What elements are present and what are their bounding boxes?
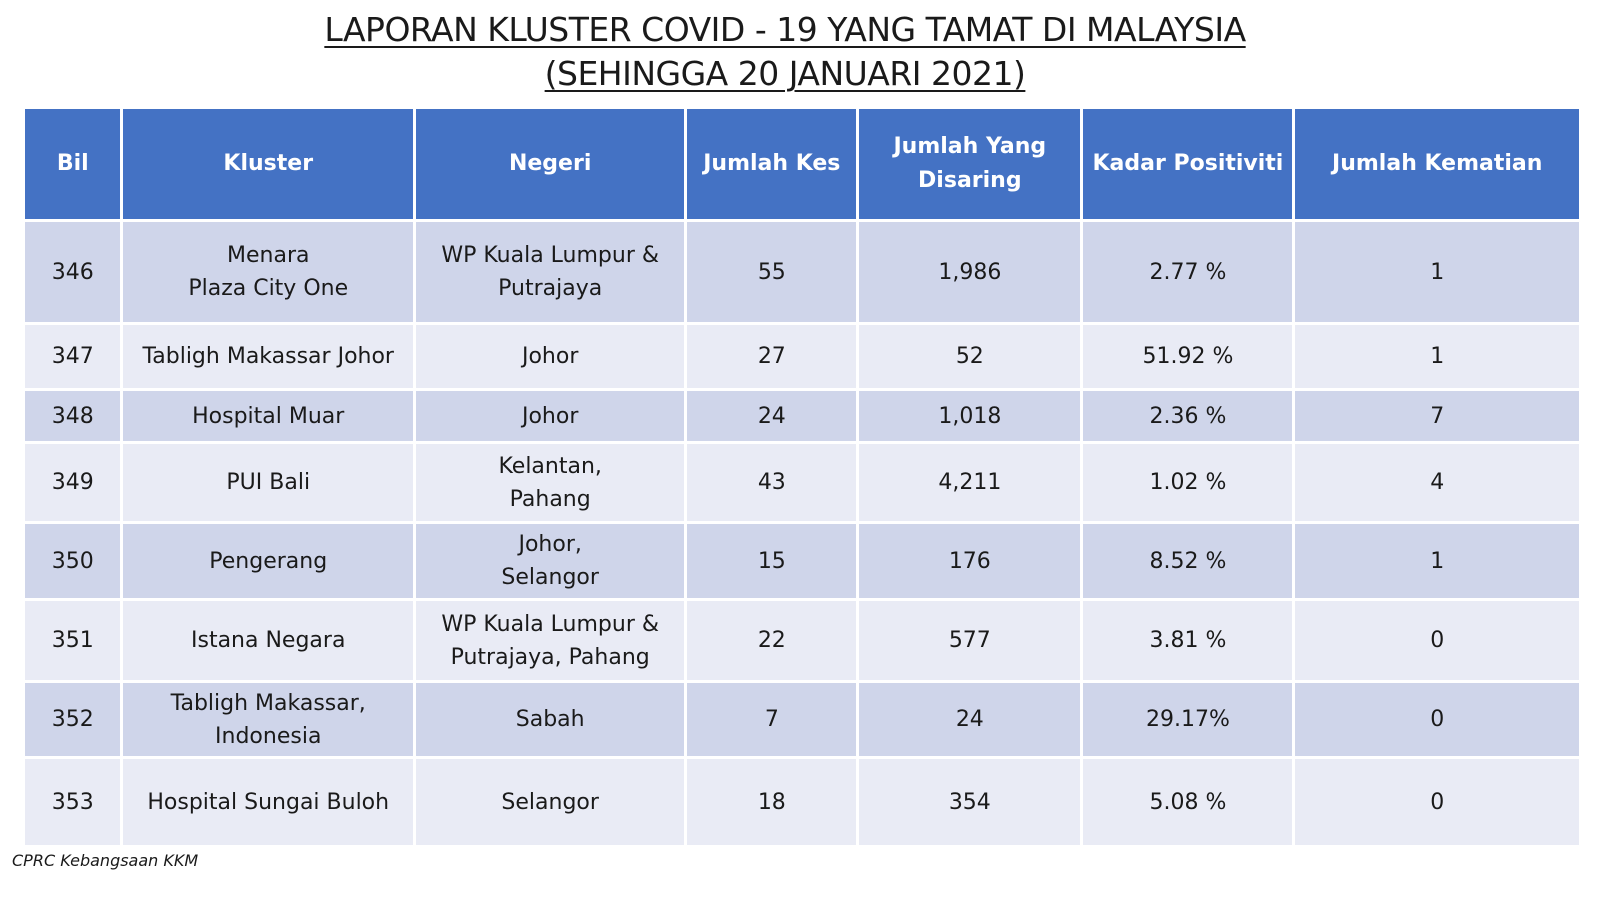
table-row: 351 Istana Negara WP Kuala Lumpur & Putr… bbox=[25, 601, 1579, 680]
table-row: 348 Hospital Muar Johor 24 1,018 2.36 % … bbox=[25, 391, 1579, 441]
cell-bil: 350 bbox=[25, 524, 121, 598]
cell-kluster: Hospital Muar bbox=[123, 391, 413, 441]
table-header-row: Bil Kluster Negeri Jumlah Kes Jumlah Yan… bbox=[25, 109, 1579, 219]
header-kluster: Kluster bbox=[123, 109, 413, 219]
cell-kluster: Tabligh Makassar, Indonesia bbox=[123, 683, 413, 756]
cell-jumlah-kematian: 0 bbox=[1295, 601, 1579, 680]
cell-negeri: WP Kuala Lumpur & Putrajaya bbox=[415, 222, 685, 322]
cell-jumlah-disaring: 354 bbox=[859, 759, 1081, 845]
cell-jumlah-kematian: 1 bbox=[1295, 325, 1579, 388]
cell-jumlah-kematian: 1 bbox=[1295, 222, 1579, 322]
cell-jumlah-disaring: 1,018 bbox=[859, 391, 1081, 441]
cell-kadar-positiviti: 2.36 % bbox=[1083, 391, 1293, 441]
cell-jumlah-kematian: 0 bbox=[1295, 683, 1579, 756]
cell-bil: 347 bbox=[25, 325, 121, 388]
cell-jumlah-disaring: 577 bbox=[859, 601, 1081, 680]
cell-kadar-positiviti: 5.08 % bbox=[1083, 759, 1293, 845]
cell-kluster: Istana Negara bbox=[123, 601, 413, 680]
table-row: 349 PUI Bali Kelantan, Pahang 43 4,211 1… bbox=[25, 444, 1579, 521]
header-bil: Bil bbox=[25, 109, 121, 219]
cell-jumlah-kes: 27 bbox=[687, 325, 857, 388]
header-jumlah-disaring: Jumlah Yang Disaring bbox=[859, 109, 1081, 219]
cell-negeri: Johor bbox=[415, 325, 685, 388]
cell-kadar-positiviti: 3.81 % bbox=[1083, 601, 1293, 680]
cell-bil: 351 bbox=[25, 601, 121, 680]
cell-kluster: PUI Bali bbox=[123, 444, 413, 521]
cell-jumlah-kematian: 1 bbox=[1295, 524, 1579, 598]
cell-jumlah-disaring: 1,986 bbox=[859, 222, 1081, 322]
page-title: LAPORAN KLUSTER COVID - 19 YANG TAMAT DI… bbox=[0, 8, 1570, 96]
cell-jumlah-kes: 55 bbox=[687, 222, 857, 322]
cell-jumlah-kematian: 4 bbox=[1295, 444, 1579, 521]
cell-jumlah-disaring: 24 bbox=[859, 683, 1081, 756]
cell-negeri: WP Kuala Lumpur & Putrajaya, Pahang bbox=[415, 601, 685, 680]
cell-jumlah-disaring: 52 bbox=[859, 325, 1081, 388]
header-jumlah-kes: Jumlah Kes bbox=[687, 109, 857, 219]
header-jumlah-kematian: Jumlah Kematian bbox=[1295, 109, 1579, 219]
cell-kadar-positiviti: 29.17% bbox=[1083, 683, 1293, 756]
cell-jumlah-kes: 7 bbox=[687, 683, 857, 756]
cell-negeri: Kelantan, Pahang bbox=[415, 444, 685, 521]
cluster-table: Bil Kluster Negeri Jumlah Kes Jumlah Yan… bbox=[22, 106, 1582, 848]
cell-bil: 353 bbox=[25, 759, 121, 845]
cell-negeri: Johor, Selangor bbox=[415, 524, 685, 598]
cell-jumlah-kematian: 7 bbox=[1295, 391, 1579, 441]
cell-negeri: Sabah bbox=[415, 683, 685, 756]
header-kadar-positiviti: Kadar Positiviti bbox=[1083, 109, 1293, 219]
cell-kadar-positiviti: 51.92 % bbox=[1083, 325, 1293, 388]
cell-bil: 349 bbox=[25, 444, 121, 521]
cell-kluster: Tabligh Makassar Johor bbox=[123, 325, 413, 388]
cell-jumlah-kes: 18 bbox=[687, 759, 857, 845]
table-row: 352 Tabligh Makassar, Indonesia Sabah 7 … bbox=[25, 683, 1579, 756]
table-row: 347 Tabligh Makassar Johor Johor 27 52 5… bbox=[25, 325, 1579, 388]
cell-negeri: Selangor bbox=[415, 759, 685, 845]
table-row: 350 Pengerang Johor, Selangor 15 176 8.5… bbox=[25, 524, 1579, 598]
cell-bil: 352 bbox=[25, 683, 121, 756]
cell-kadar-positiviti: 1.02 % bbox=[1083, 444, 1293, 521]
cell-kluster: Hospital Sungai Buloh bbox=[123, 759, 413, 845]
cell-jumlah-disaring: 4,211 bbox=[859, 444, 1081, 521]
cell-bil: 346 bbox=[25, 222, 121, 322]
cell-jumlah-disaring: 176 bbox=[859, 524, 1081, 598]
cell-bil: 348 bbox=[25, 391, 121, 441]
cell-negeri: Johor bbox=[415, 391, 685, 441]
cell-kadar-positiviti: 2.77 % bbox=[1083, 222, 1293, 322]
title-line-1: LAPORAN KLUSTER COVID - 19 YANG TAMAT DI… bbox=[324, 10, 1246, 49]
cell-jumlah-kematian: 0 bbox=[1295, 759, 1579, 845]
source-footnote: CPRC Kebangsaan KKM bbox=[12, 851, 199, 870]
cell-jumlah-kes: 15 bbox=[687, 524, 857, 598]
table-row: 353 Hospital Sungai Buloh Selangor 18 35… bbox=[25, 759, 1579, 845]
table-row: 346 Menara Plaza City One WP Kuala Lumpu… bbox=[25, 222, 1579, 322]
cell-kluster: Menara Plaza City One bbox=[123, 222, 413, 322]
cell-jumlah-kes: 43 bbox=[687, 444, 857, 521]
cell-kluster: Pengerang bbox=[123, 524, 413, 598]
cell-kadar-positiviti: 8.52 % bbox=[1083, 524, 1293, 598]
cell-jumlah-kes: 22 bbox=[687, 601, 857, 680]
title-line-2: (SEHINGGA 20 JANUARI 2021) bbox=[544, 54, 1026, 93]
cell-jumlah-kes: 24 bbox=[687, 391, 857, 441]
header-negeri: Negeri bbox=[415, 109, 685, 219]
